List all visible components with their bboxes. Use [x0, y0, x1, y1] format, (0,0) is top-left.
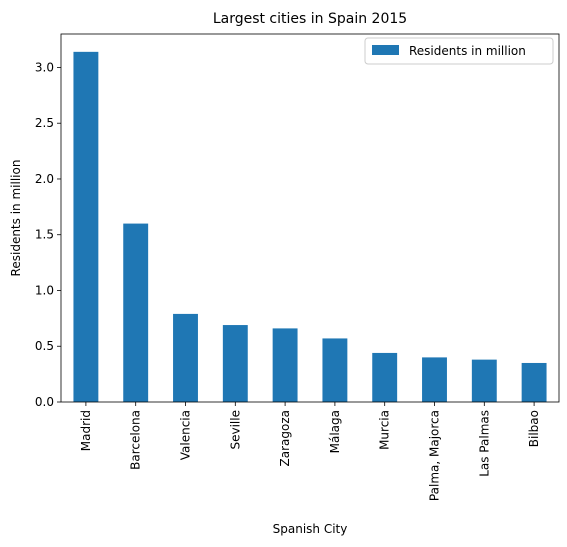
- x-tick-label-5: Málaga: [328, 410, 342, 453]
- bar-0: [73, 51, 99, 403]
- y-tick-label-2: 1.0: [35, 283, 54, 297]
- x-axis-label: Spanish City: [273, 522, 348, 536]
- x-tick-label-8: Las Palmas: [477, 410, 491, 477]
- y-tick-label-0: 0.0: [35, 395, 54, 409]
- y-axis-label: Residents in million: [9, 160, 23, 277]
- bar-4: [272, 328, 298, 402]
- bar-9: [521, 362, 547, 402]
- bars-group: [73, 51, 547, 403]
- x-tick-label-1: Barcelona: [129, 410, 143, 470]
- x-tick-label-0: Madrid: [79, 410, 93, 451]
- y-tick-label-5: 2.5: [35, 116, 54, 130]
- bar-8: [471, 359, 497, 402]
- chart-title: Largest cities in Spain 2015: [213, 11, 407, 27]
- plot-frame: [60, 33, 560, 403]
- legend-entry: Residents in million: [409, 44, 526, 58]
- x-axis: Madrid Barcelona Valencia Seville Zaragoza Má…: [79, 402, 541, 501]
- bar-5: [322, 338, 348, 402]
- y-tick-label-1: 0.5: [35, 339, 54, 353]
- x-tick-label-7: Palma, Majorca: [428, 410, 442, 501]
- bar-1: [123, 223, 149, 402]
- x-tick-label-4: Zaragoza: [278, 410, 292, 466]
- legend-swatch: [372, 45, 399, 55]
- bar-2: [173, 313, 198, 402]
- x-tick-label-2: Valencia: [179, 410, 193, 460]
- y-tick-label-4: 2.0: [35, 172, 54, 186]
- bar-3: [222, 325, 248, 402]
- x-tick-label-9: Bilbao: [527, 410, 541, 447]
- legend: Residents in million: [364, 37, 554, 65]
- legend-box: [364, 37, 554, 65]
- bar-7: [422, 357, 447, 402]
- y-tick-label-6: 3.0: [35, 60, 54, 74]
- y-tick-label-3: 1.5: [35, 228, 54, 242]
- y-axis: 0.0 0.5 1.0 1.5 2.0 2.5 3.0: [35, 60, 61, 409]
- x-tick-label-3: Seville: [228, 410, 242, 450]
- x-tick-label-6: Murcia: [378, 410, 392, 450]
- bar-6: [372, 352, 398, 402]
